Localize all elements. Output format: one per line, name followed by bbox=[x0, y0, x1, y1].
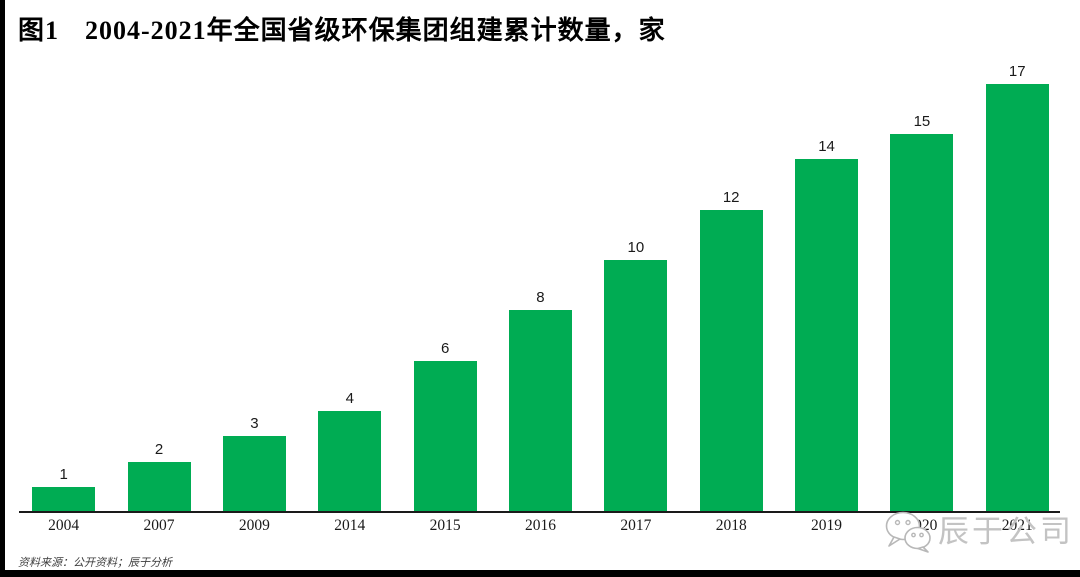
bar-value-label: 17 bbox=[1008, 63, 1026, 80]
bar-group: 14 bbox=[779, 40, 874, 512]
bar bbox=[604, 260, 668, 512]
bar-value-label: 2 bbox=[154, 441, 164, 458]
bottom-border-bar bbox=[0, 570, 1080, 577]
bar-group: 8 bbox=[493, 40, 588, 512]
bar-value-label: 10 bbox=[627, 239, 645, 256]
watermark: 辰于公司 bbox=[884, 506, 1074, 556]
bar-value-label: 15 bbox=[913, 113, 931, 130]
bar bbox=[127, 462, 191, 512]
bar bbox=[985, 84, 1049, 512]
bar-value-label: 1 bbox=[59, 466, 68, 483]
x-tick-label: 2016 bbox=[524, 517, 556, 534]
x-tick-label: 2021 bbox=[1001, 517, 1033, 534]
bar bbox=[413, 361, 477, 512]
x-tick-label: 2007 bbox=[143, 517, 175, 534]
bar bbox=[32, 487, 96, 512]
figure-number: 图1 bbox=[18, 16, 60, 45]
bar-plot-area: 1 2 3 4 6 8 10 12 14 15 17 bbox=[16, 40, 1065, 512]
chart-title: 图1 2004-2021年全国省级环保集团组建累计数量，家 bbox=[18, 10, 666, 47]
bar-group: 17 bbox=[970, 40, 1065, 512]
bar-value-label: 14 bbox=[818, 138, 835, 155]
x-axis-line bbox=[19, 511, 1060, 513]
bar-value-label: 3 bbox=[250, 415, 259, 432]
bar-group: 15 bbox=[874, 40, 969, 512]
bar-value-label: 8 bbox=[536, 289, 545, 306]
bar bbox=[222, 436, 286, 512]
bar-value-label: 4 bbox=[345, 390, 354, 407]
bar bbox=[508, 310, 572, 512]
bar bbox=[795, 159, 859, 512]
bar bbox=[699, 210, 763, 512]
x-tick-label: 2017 bbox=[620, 517, 652, 534]
bar-group: 6 bbox=[397, 40, 492, 512]
bar bbox=[890, 134, 954, 512]
left-border-bar bbox=[0, 0, 5, 577]
x-tick-label: 2009 bbox=[238, 517, 270, 534]
bar-group: 2 bbox=[111, 40, 206, 512]
bar-value-label: 6 bbox=[440, 340, 450, 357]
bar-group: 10 bbox=[588, 40, 683, 512]
bar-group: 12 bbox=[684, 40, 779, 512]
source-note: 资料来源：公开资料；辰于分析 bbox=[18, 557, 172, 569]
x-tick-label: 2018 bbox=[715, 517, 747, 534]
bar bbox=[318, 411, 382, 512]
bar-value-label: 12 bbox=[722, 189, 740, 206]
chart-title-text: 2004-2021年全国省级环保集团组建累计数量，家 bbox=[85, 16, 666, 45]
watermark-text: 辰于公司 bbox=[938, 513, 1074, 549]
x-tick-label: 2019 bbox=[811, 517, 843, 534]
x-tick-label: 2004 bbox=[48, 517, 80, 534]
bar-group: 4 bbox=[302, 40, 397, 512]
wechat-icon bbox=[885, 511, 931, 553]
bar-group: 3 bbox=[207, 40, 302, 512]
x-tick-label: 2014 bbox=[334, 517, 366, 534]
bar-group: 1 bbox=[16, 40, 111, 512]
x-tick-label: 2015 bbox=[429, 517, 461, 534]
